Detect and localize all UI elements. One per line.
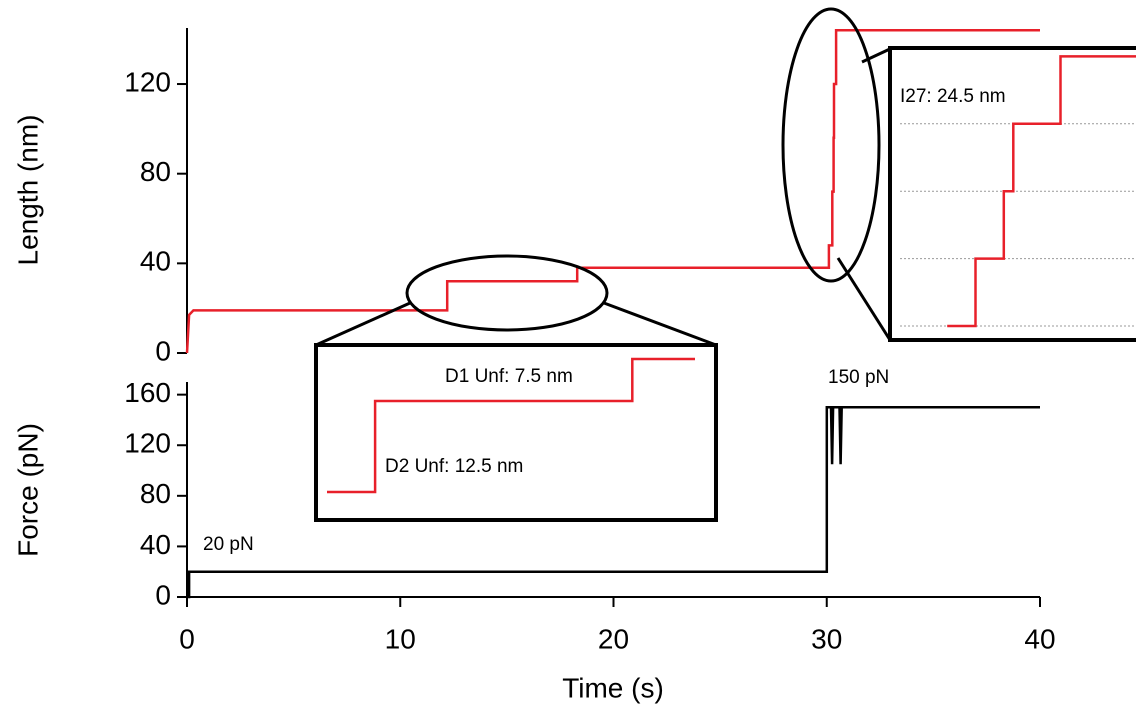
y-tick-label: 0 <box>155 579 171 610</box>
y-tick-label: 80 <box>140 156 171 187</box>
y-axis-title: Length (nm) <box>12 115 43 266</box>
connector <box>603 301 717 347</box>
inset <box>888 46 1136 342</box>
x-tick-label: 20 <box>598 623 629 654</box>
zoom-callouts <box>315 7 893 347</box>
annotation: 150 pN <box>828 367 889 388</box>
annotation: 20 pN <box>203 534 254 555</box>
x-tick-label: 0 <box>179 623 195 654</box>
connector <box>861 46 893 64</box>
trace <box>187 406 1040 599</box>
connector <box>836 257 892 341</box>
y-tick-label: 40 <box>140 246 171 277</box>
y-tick-label: 120 <box>124 66 171 97</box>
zoom-ellipse <box>781 7 881 283</box>
y-tick-label: 80 <box>140 478 171 509</box>
y-axis-title: Force (pN) <box>12 423 43 557</box>
annotation: I27: 24.5 nm <box>900 86 1006 107</box>
trace <box>327 357 695 494</box>
y-tick-label: 120 <box>124 428 171 459</box>
connector <box>315 301 411 347</box>
annotation: D1 Unf: 7.5 nm <box>445 366 573 387</box>
x-tick-label: 10 <box>385 623 416 654</box>
y-tick-label: 40 <box>140 529 171 560</box>
inset-frame <box>314 343 718 522</box>
trace <box>185 28 1040 354</box>
x-axis-title: Time (s) <box>562 672 664 703</box>
x-tick-label: 40 <box>1024 623 1055 654</box>
trace <box>947 55 1136 328</box>
annotation: D2 Unf: 12.5 nm <box>385 456 523 477</box>
inset <box>314 343 718 522</box>
y-tick-label: 160 <box>124 377 171 408</box>
x-tick-label: 30 <box>811 623 842 654</box>
inset-frame <box>888 46 1136 342</box>
y-tick-label: 0 <box>155 335 171 366</box>
zoom-ellipse <box>405 254 609 332</box>
plots: 0 40 80 120 0 40 80 120 160 0 10 20 30 40 <box>124 28 1056 654</box>
